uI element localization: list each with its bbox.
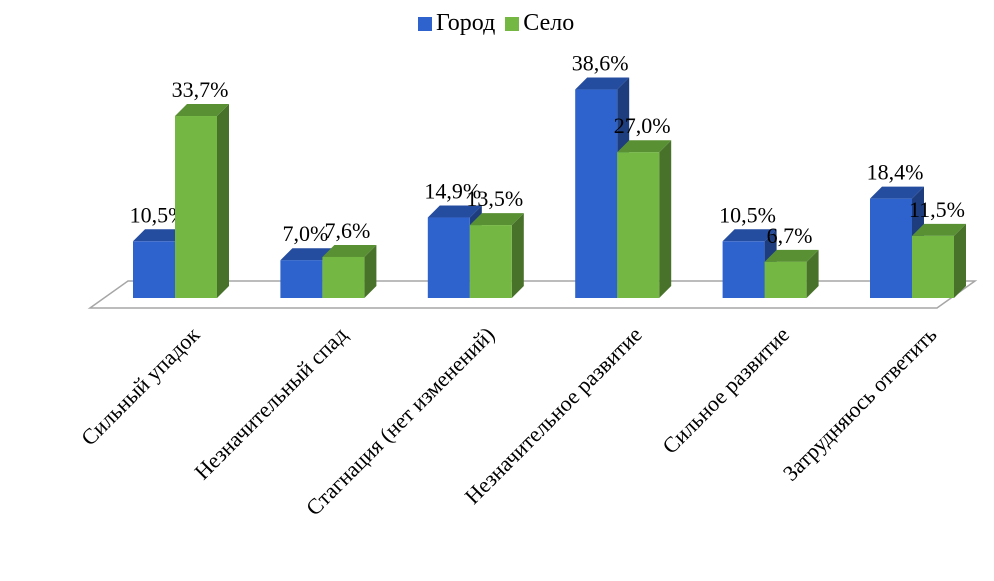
legend-label-selo: Село [523, 10, 575, 36]
data-label-selo-1: 7,6% [324, 218, 370, 243]
data-label-selo-3: 27,0% [614, 113, 671, 138]
bar-front [617, 152, 660, 298]
bar-front [722, 241, 765, 298]
data-label-gorod-1: 7,0% [282, 221, 328, 246]
bar-front [322, 256, 365, 298]
data-label-gorod-2: 14,9% [424, 179, 481, 204]
legend-swatch-selo [505, 16, 520, 31]
data-label-gorod-4: 10,5% [719, 202, 776, 227]
data-label-selo-2: 13,5% [466, 186, 523, 211]
bar-front [133, 241, 175, 298]
bar-top [870, 186, 924, 199]
bar-front [575, 89, 618, 298]
category-label-0: Сильный упадок [76, 322, 205, 451]
bar-top [722, 229, 777, 242]
floor-plane [87, 280, 978, 309]
data-label-selo-5: 11,5% [909, 197, 965, 222]
data-label-selo-4: 6,7% [767, 223, 813, 248]
bar-side [659, 140, 672, 298]
data-label-gorod-3: 38,6% [572, 51, 629, 76]
bar-selo-5 [912, 223, 966, 298]
bar-side [806, 249, 819, 298]
bar-side [954, 223, 966, 298]
bar-top [575, 77, 630, 90]
bar-front [175, 116, 217, 299]
bar-front [469, 225, 512, 298]
bar-top [912, 223, 966, 236]
bar-front [280, 260, 323, 298]
bar-selo-2 [469, 213, 524, 298]
bar-selo-4 [764, 249, 819, 298]
category-label-4: Сильное развитие [657, 322, 794, 459]
legend-item-gorod: Город [418, 10, 495, 37]
bar-selo-0 [175, 104, 229, 299]
bar-top [469, 213, 524, 226]
bar-top [133, 229, 187, 242]
category-label-1: Незначительный спад [189, 322, 352, 485]
bar-selo-1 [322, 244, 377, 298]
bar-front [764, 261, 807, 298]
bar-front [427, 217, 470, 298]
bar-top [764, 249, 819, 262]
bar-top [175, 104, 229, 117]
legend-swatch-gorod [418, 16, 432, 31]
legend-label-gorod: Город [436, 10, 496, 36]
bar-side [511, 213, 524, 298]
bar-side [364, 244, 377, 298]
bar-front [912, 235, 954, 298]
bar-top [280, 248, 335, 261]
bar-side [217, 104, 229, 299]
data-label-selo-0: 33,7% [172, 77, 229, 102]
legend-item-selo: Село [505, 10, 574, 37]
bar-top [322, 244, 377, 257]
data-label-gorod-5: 18,4% [867, 160, 924, 185]
bar-top [617, 140, 672, 153]
bar-selo-3 [617, 140, 672, 298]
legend: Город Село [418, 10, 574, 37]
bar-front [870, 198, 912, 298]
category-label-5: Затрудняюсь ответить [778, 322, 942, 486]
bar-top [427, 205, 482, 218]
